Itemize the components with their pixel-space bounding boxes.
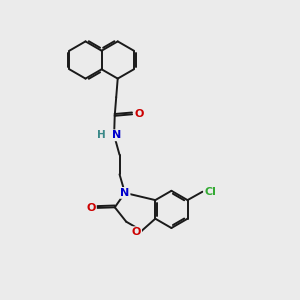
- Text: H: H: [97, 130, 106, 140]
- Text: O: O: [134, 109, 143, 119]
- Text: Cl: Cl: [204, 187, 216, 197]
- Text: O: O: [86, 203, 95, 213]
- Text: N: N: [112, 130, 121, 140]
- Text: N: N: [120, 188, 130, 198]
- Text: O: O: [132, 227, 141, 237]
